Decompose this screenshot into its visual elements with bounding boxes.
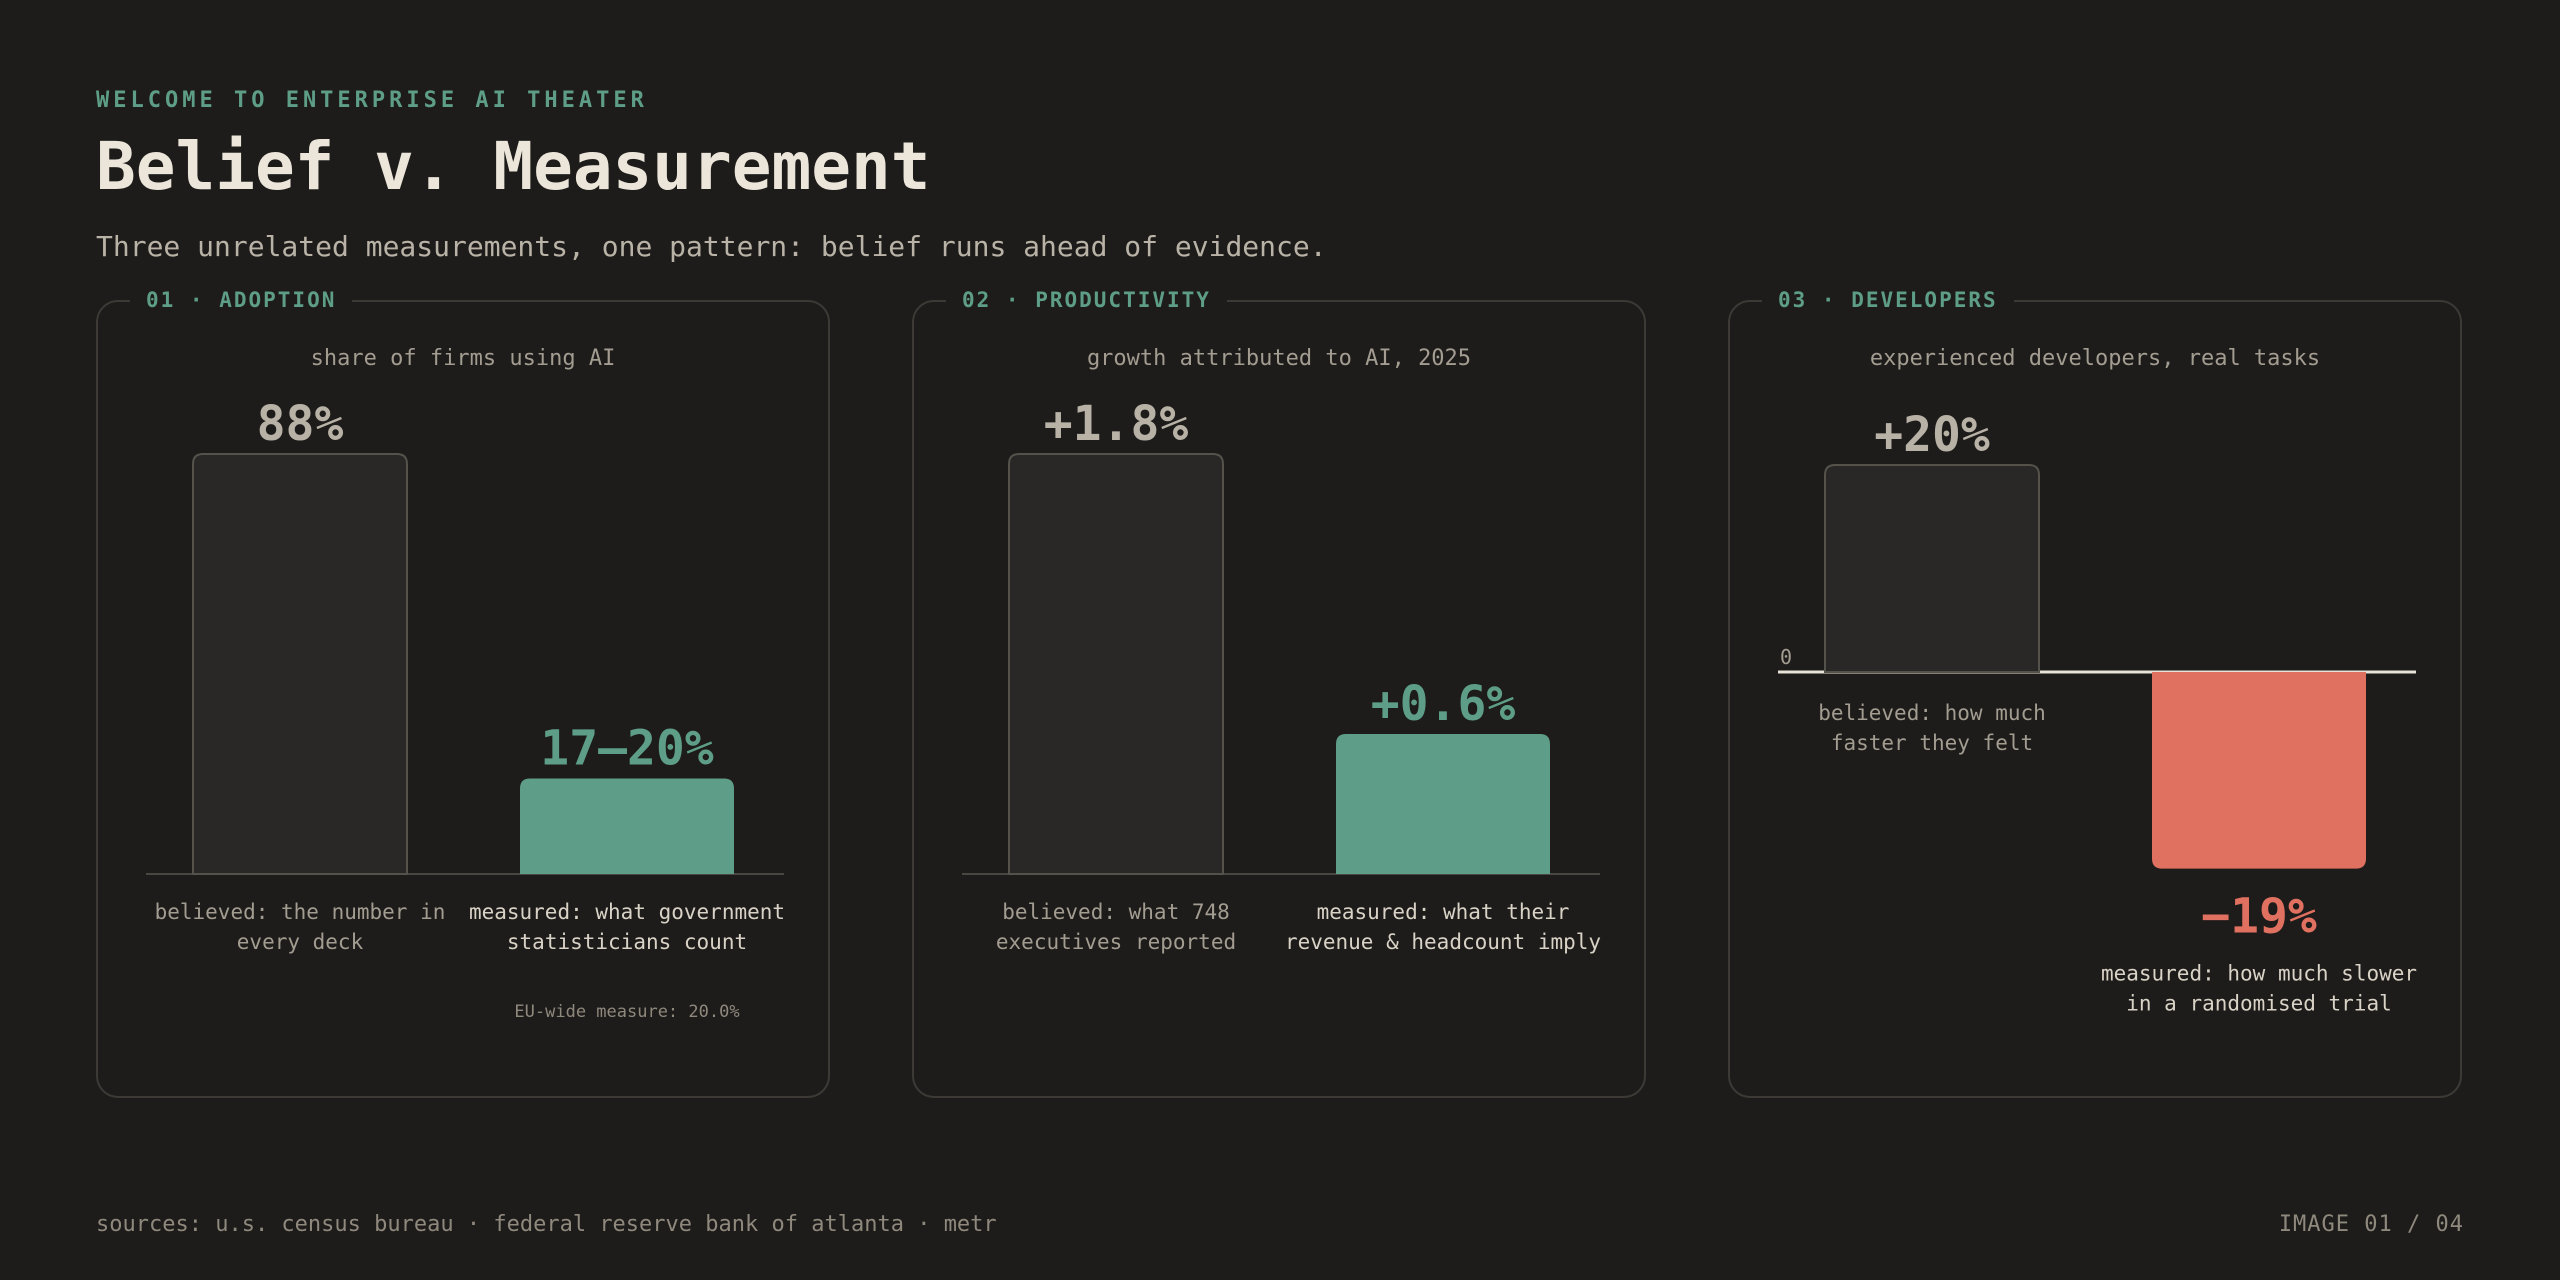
adoption-panel: 01 · ADOPTION share of firms using AI 88…: [96, 288, 830, 1098]
bar-description: statisticians count: [507, 930, 747, 954]
panel-caption: experienced developers, real tasks: [1869, 346, 2321, 371]
bar-value-label: −19%: [2201, 889, 2317, 945]
page-indicator: IMAGE 01 / 04: [2278, 1212, 2464, 1237]
bar-value-label: +0.6%: [1371, 676, 1516, 732]
developers-panel: 03 · DEVELOPERS experienced developers, …: [1728, 288, 2462, 1098]
panel-caption: share of firms using AI: [310, 346, 616, 371]
negative-bar: [2152, 672, 2366, 869]
measured-bar: [520, 778, 734, 874]
bar-description: measured: what government: [469, 900, 785, 924]
developers-chart: 0 +20% believed: how much faster they felt −…: [1778, 407, 2417, 1016]
bar-description: believed: what 748: [1002, 900, 1230, 924]
panel-label: 02 · PRODUCTIVITY: [946, 288, 1227, 312]
bar-value-label: 88%: [257, 396, 344, 452]
sources-note: sources: u.s. census bureau · federal re…: [96, 1212, 997, 1237]
panel-label: 01 · ADOPTION: [130, 288, 353, 312]
adoption-chart: 88% believed: the number in every deck 17–2…: [146, 396, 785, 1022]
eyebrow: WELCOME TO ENTERPRISE AI THEATER: [96, 88, 648, 113]
zero-tick-label: 0: [1780, 645, 1792, 669]
bar-description: measured: what their: [1317, 900, 1570, 924]
believed-bar: [1008, 453, 1224, 875]
bar-description: in a randomised trial: [2126, 992, 2392, 1016]
bar-value-label: +20%: [1874, 407, 1990, 463]
bar-description: measured: how much slower: [2101, 962, 2417, 986]
bar-description: faster they felt: [1831, 731, 2033, 755]
page-title: Belief v. Measurement: [96, 128, 931, 205]
believed-bar: [1824, 464, 2040, 673]
bar-description: revenue & headcount imply: [1285, 930, 1601, 954]
bar-description: executives reported: [996, 930, 1236, 954]
panel-label: 03 · DEVELOPERS: [1762, 288, 2014, 312]
bar-value-label: 17–20%: [540, 721, 713, 777]
bar-description: believed: the number in: [155, 900, 446, 924]
bar-value-label: +1.8%: [1044, 396, 1189, 452]
page-subtitle: Three unrelated measurements, one patter…: [96, 230, 1327, 263]
productivity-chart: +1.8% believed: what 748 executives report…: [962, 396, 1601, 954]
panel-caption: growth attributed to AI, 2025: [1086, 346, 1472, 371]
bar-description: believed: how much: [1818, 701, 2046, 725]
productivity-panel: 02 · PRODUCTIVITY growth attributed to A…: [912, 288, 1646, 1098]
believed-bar: [192, 453, 408, 875]
chart-note: EU-wide measure: 20.0%: [514, 1002, 739, 1022]
measured-bar: [1336, 734, 1550, 874]
bar-description: every deck: [237, 930, 364, 954]
